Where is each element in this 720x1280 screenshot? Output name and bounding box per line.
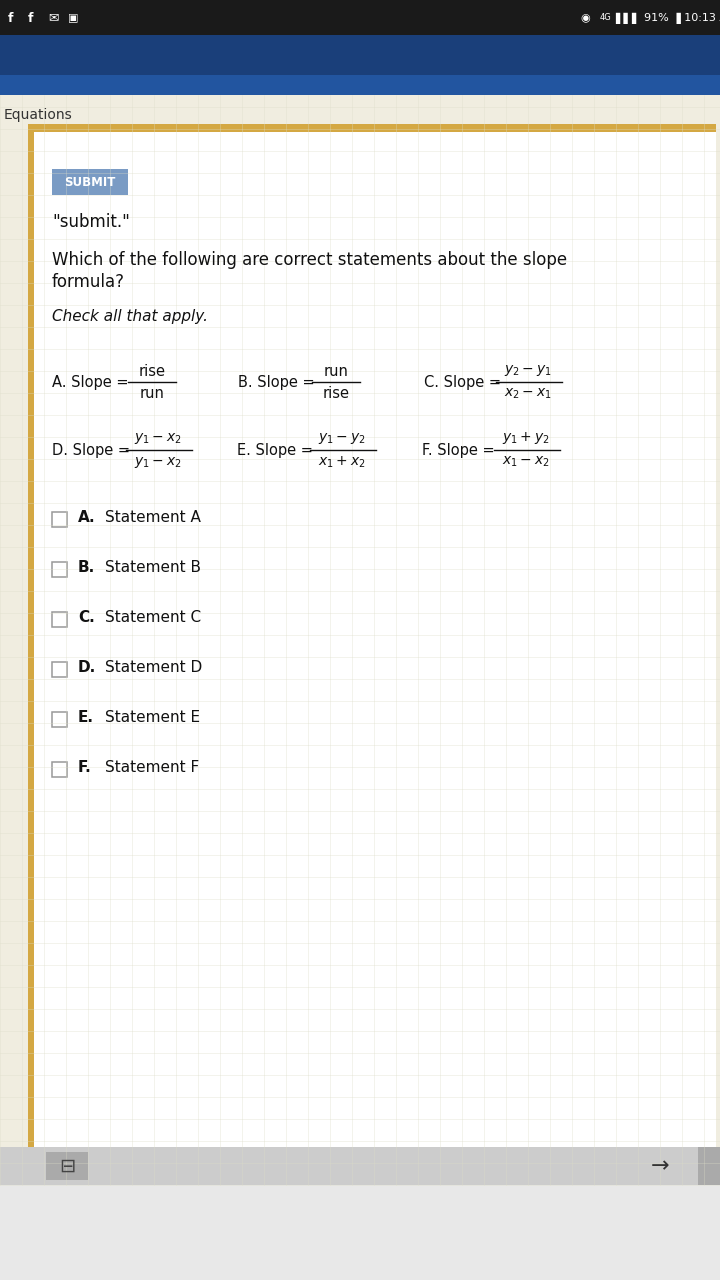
Text: D. Slope =: D. Slope = xyxy=(52,443,130,457)
Bar xyxy=(52,169,128,195)
Text: E.: E. xyxy=(78,710,94,726)
Text: A. Slope =: A. Slope = xyxy=(52,375,133,389)
Text: rise: rise xyxy=(138,364,166,379)
Text: ⊟: ⊟ xyxy=(59,1157,75,1175)
Text: formula?: formula? xyxy=(52,273,125,291)
Bar xyxy=(34,132,716,1149)
Text: $y_2 - y_1$: $y_2 - y_1$ xyxy=(504,362,552,378)
Text: f: f xyxy=(8,12,14,24)
Bar xyxy=(52,762,67,777)
Text: C. Slope =: C. Slope = xyxy=(424,375,501,389)
Text: Statement E: Statement E xyxy=(105,710,200,726)
Text: ◉: ◉ xyxy=(580,13,590,23)
Text: $x_2 - x_1$: $x_2 - x_1$ xyxy=(504,387,552,401)
Text: $x_1 - x_2$: $x_1 - x_2$ xyxy=(502,454,550,470)
Text: ✉: ✉ xyxy=(48,12,58,24)
Bar xyxy=(52,562,67,577)
Text: ▣: ▣ xyxy=(68,13,78,23)
Bar xyxy=(0,35,720,76)
Bar xyxy=(52,612,67,627)
Text: "submit.": "submit." xyxy=(52,212,130,230)
Text: Check all that apply.: Check all that apply. xyxy=(52,310,208,325)
Text: f: f xyxy=(28,12,34,24)
Text: SUBMIT: SUBMIT xyxy=(64,175,116,188)
Bar xyxy=(698,1147,720,1185)
Text: B.: B. xyxy=(78,561,95,576)
Text: $y_1 - x_2$: $y_1 - x_2$ xyxy=(134,454,181,470)
Text: run: run xyxy=(323,364,348,379)
Text: E. Slope =: E. Slope = xyxy=(237,443,313,457)
Text: Statement A: Statement A xyxy=(105,511,201,526)
Text: B. Slope =: B. Slope = xyxy=(238,375,319,389)
Bar xyxy=(52,512,67,527)
Text: →: → xyxy=(651,1156,670,1176)
Text: 4G: 4G xyxy=(600,14,612,23)
Text: $y_1 - y_2$: $y_1 - y_2$ xyxy=(318,430,366,445)
Text: ▌▌▌ 91% ▐ 10:13 AM: ▌▌▌ 91% ▐ 10:13 AM xyxy=(615,13,720,23)
Bar xyxy=(0,0,720,35)
Bar xyxy=(0,95,720,1185)
Text: $y_1 + y_2$: $y_1 + y_2$ xyxy=(503,430,550,445)
Bar xyxy=(52,662,67,677)
Text: $x_1 + x_2$: $x_1 + x_2$ xyxy=(318,454,366,470)
Text: Statement D: Statement D xyxy=(105,660,202,676)
Text: F.: F. xyxy=(78,760,91,776)
Text: rise: rise xyxy=(323,385,349,401)
Text: $y_1 - x_2$: $y_1 - x_2$ xyxy=(134,430,181,445)
Bar xyxy=(0,1147,720,1185)
Bar xyxy=(28,124,716,132)
Text: C.: C. xyxy=(78,611,95,626)
Text: Equations: Equations xyxy=(4,108,73,122)
Bar xyxy=(28,132,34,1149)
Text: Which of the following are correct statements about the slope: Which of the following are correct state… xyxy=(52,251,567,269)
Text: Statement B: Statement B xyxy=(105,561,201,576)
Text: D.: D. xyxy=(78,660,96,676)
Bar xyxy=(52,712,67,727)
Text: Statement C: Statement C xyxy=(105,611,201,626)
Bar xyxy=(46,1152,88,1180)
Text: run: run xyxy=(140,385,164,401)
Bar xyxy=(0,76,720,95)
Text: A.: A. xyxy=(78,511,96,526)
Text: Statement F: Statement F xyxy=(105,760,199,776)
Text: F. Slope =: F. Slope = xyxy=(422,443,495,457)
